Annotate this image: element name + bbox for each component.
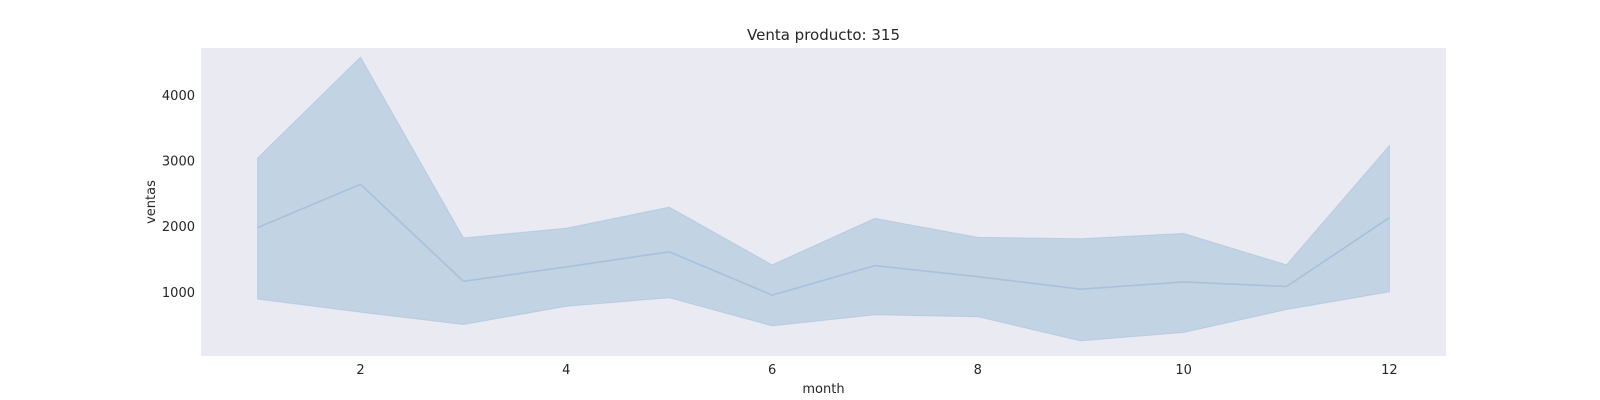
series-line [257, 183, 1390, 296]
x-tick-label-6: 6 [768, 363, 776, 378]
y-tick-label-4000: 4000 [162, 89, 195, 104]
y-tick-labels: 1000 2000 3000 4000 [162, 89, 195, 301]
x-axis-label: month [802, 382, 844, 397]
x-tick-label-2: 2 [356, 363, 364, 378]
y-tick-label-2000: 2000 [162, 220, 195, 235]
x-tick-label-10: 10 [1175, 363, 1192, 378]
y-axis-label: ventas [144, 180, 159, 224]
chart-title: Venta producto: 315 [747, 26, 900, 44]
series-line-layer [257, 183, 1390, 296]
x-tick-labels: 2 4 6 8 10 12 [356, 363, 1397, 378]
y-tick-label-3000: 3000 [162, 155, 195, 170]
y-tick-label-1000: 1000 [162, 286, 195, 301]
x-tick-label-4: 4 [562, 363, 570, 378]
x-tick-label-8: 8 [974, 363, 982, 378]
x-tick-label-12: 12 [1381, 363, 1398, 378]
